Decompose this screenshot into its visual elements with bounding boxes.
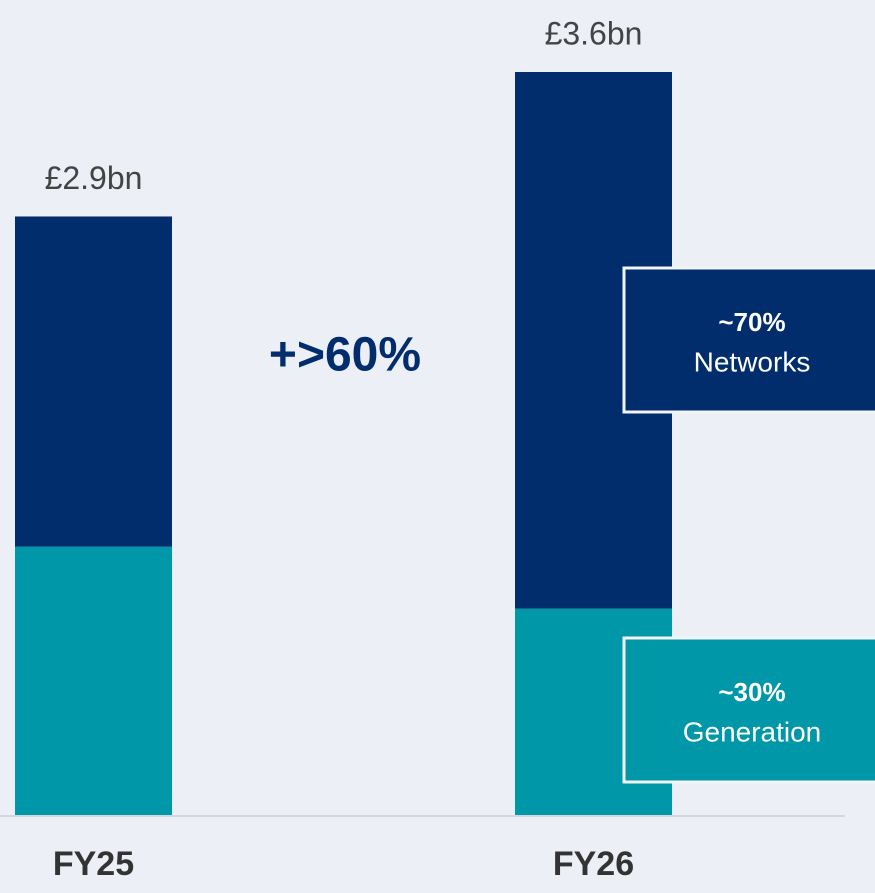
growth-annotation: +>60%	[269, 329, 421, 382]
legend-share: ~70%	[718, 307, 785, 337]
legend-name: Networks	[694, 346, 811, 377]
legend-name: Generation	[683, 716, 822, 747]
total-label: £2.9bn	[45, 160, 143, 196]
bar-segment	[15, 546, 172, 815]
category-label: FY25	[53, 845, 134, 883]
category-label: FY26	[553, 845, 634, 883]
legend-box	[622, 266, 875, 414]
legend-share: ~30%	[718, 677, 785, 707]
legend-box	[622, 636, 875, 784]
bar-segment	[15, 216, 172, 547]
total-label: £3.6bn	[545, 15, 643, 51]
